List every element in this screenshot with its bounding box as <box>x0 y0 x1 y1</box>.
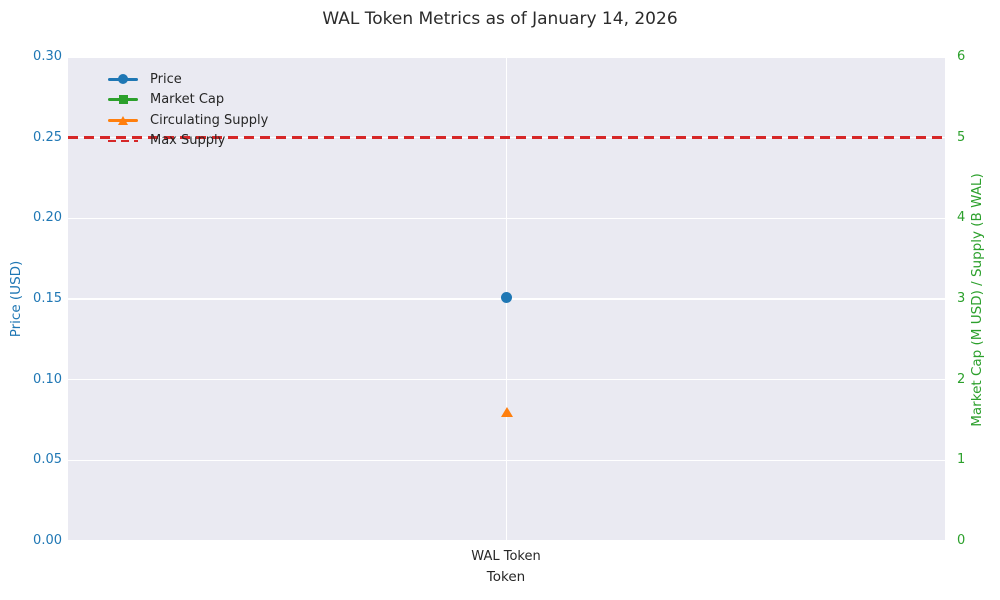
chart-title: WAL Token Metrics as of January 14, 2026 <box>322 9 678 29</box>
legend-label-market-cap: Market Cap <box>150 92 225 108</box>
y-tick-label-left: 0.20 <box>33 210 62 226</box>
x-axis-label: Token <box>486 569 526 585</box>
legend: Price Market Cap Circulating Supply Max Sup… <box>108 69 268 151</box>
y-tick-label-right: 2 <box>957 371 966 387</box>
circulating-supply-legend-sample <box>108 115 138 126</box>
market-cap-legend-sample <box>108 94 138 105</box>
circle-marker-icon <box>118 74 128 85</box>
y-tick-label-left: 0.10 <box>33 371 62 387</box>
legend-item-price: Price <box>108 69 268 90</box>
y-tick-label-left: 0.05 <box>33 452 62 468</box>
y-tick-label-right: 1 <box>957 452 966 468</box>
legend-label-price: Price <box>150 71 182 87</box>
triangle-marker-icon <box>118 115 128 125</box>
y-tick-label-left: 0.30 <box>33 49 62 64</box>
legend-label-max-supply: Max Supply <box>150 133 226 149</box>
circulating-supply-marker <box>500 406 513 417</box>
legend-item-circulating-supply: Circulating Supply <box>108 110 268 131</box>
legend-item-max-supply: Max Supply <box>108 131 268 152</box>
y-tick-label-right: 3 <box>957 291 966 306</box>
legend-label-circulating-supply: Circulating Supply <box>150 112 269 128</box>
y-tick-label-left: 0.15 <box>33 291 62 306</box>
y-tick-label-right: 4 <box>957 210 966 226</box>
y-tick-label-right: 6 <box>957 49 966 64</box>
max-supply-legend-sample <box>108 135 138 146</box>
plot-area: Price Market Cap Circulating Supply Max Sup… <box>68 57 945 541</box>
square-marker-icon <box>118 95 128 105</box>
y-tick-label-left: 0.00 <box>33 533 62 548</box>
y-tick-label-right: 0 <box>957 533 966 548</box>
legend-item-market-cap: Market Cap <box>108 90 268 111</box>
y-tick-label-right: 5 <box>957 129 966 145</box>
y-tick-label-left: 0.25 <box>33 129 62 145</box>
price-legend-sample <box>108 74 138 85</box>
max-supply-line <box>68 136 945 139</box>
price-marker <box>501 291 512 303</box>
x-tick-label: WAL Token <box>471 549 541 564</box>
dashed-line-swatch <box>108 139 138 142</box>
